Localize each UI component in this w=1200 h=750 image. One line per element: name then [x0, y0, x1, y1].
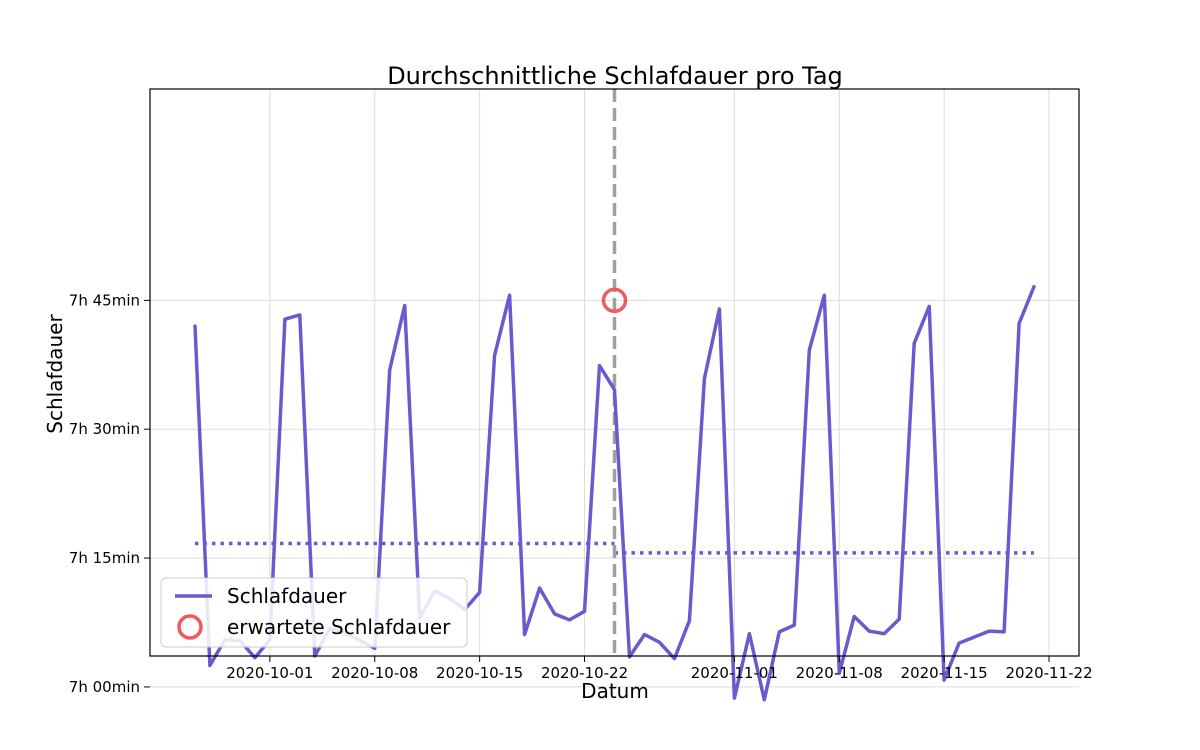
x-tick-label: 2020-11-15	[901, 664, 988, 682]
x-tick-label: 2020-10-15	[436, 664, 523, 682]
plot-frame	[149, 88, 1080, 657]
y-tick-label: 7h 15min	[69, 549, 140, 567]
legend: Schlafdauer erwartete Schlafdauer	[160, 577, 468, 648]
legend-box	[160, 577, 468, 648]
x-tick-label: 2020-11-08	[796, 664, 883, 682]
y-tick-label: 7h 45min	[69, 291, 140, 309]
x-tick-label: 2020-10-01	[226, 664, 313, 682]
x-tick-label: 2020-11-01	[691, 664, 778, 682]
chart-title: Durchschnittliche Schlafdauer pro Tag	[387, 62, 843, 90]
expected-sleep-marker	[601, 287, 628, 314]
y-tick-label: 7h 30min	[69, 420, 140, 438]
reference-lines	[194, 89, 1035, 656]
x-axis-label: Datum	[581, 679, 649, 703]
y-axis-label: Schlafdauer	[43, 314, 67, 434]
y-tick-label: 7h 00min	[69, 678, 140, 696]
legend-label-series: Schlafdauer	[227, 584, 347, 608]
x-axis-ticks: 2020-10-01 2020-10-08 2020-10-15 2020-10-22…	[226, 656, 1093, 682]
legend-label-marker: erwartete Schlafdauer	[227, 615, 451, 639]
x-tick-label: 2020-11-22	[1005, 664, 1092, 682]
x-tick-label: 2020-10-22	[541, 664, 628, 682]
y-axis-ticks: 7h 00min 7h 15min 7h 30min 7h 45min	[69, 291, 150, 696]
legend-circle-swatch	[177, 614, 203, 640]
marker-layer	[601, 287, 628, 314]
x-tick-label: 2020-10-08	[331, 664, 418, 682]
